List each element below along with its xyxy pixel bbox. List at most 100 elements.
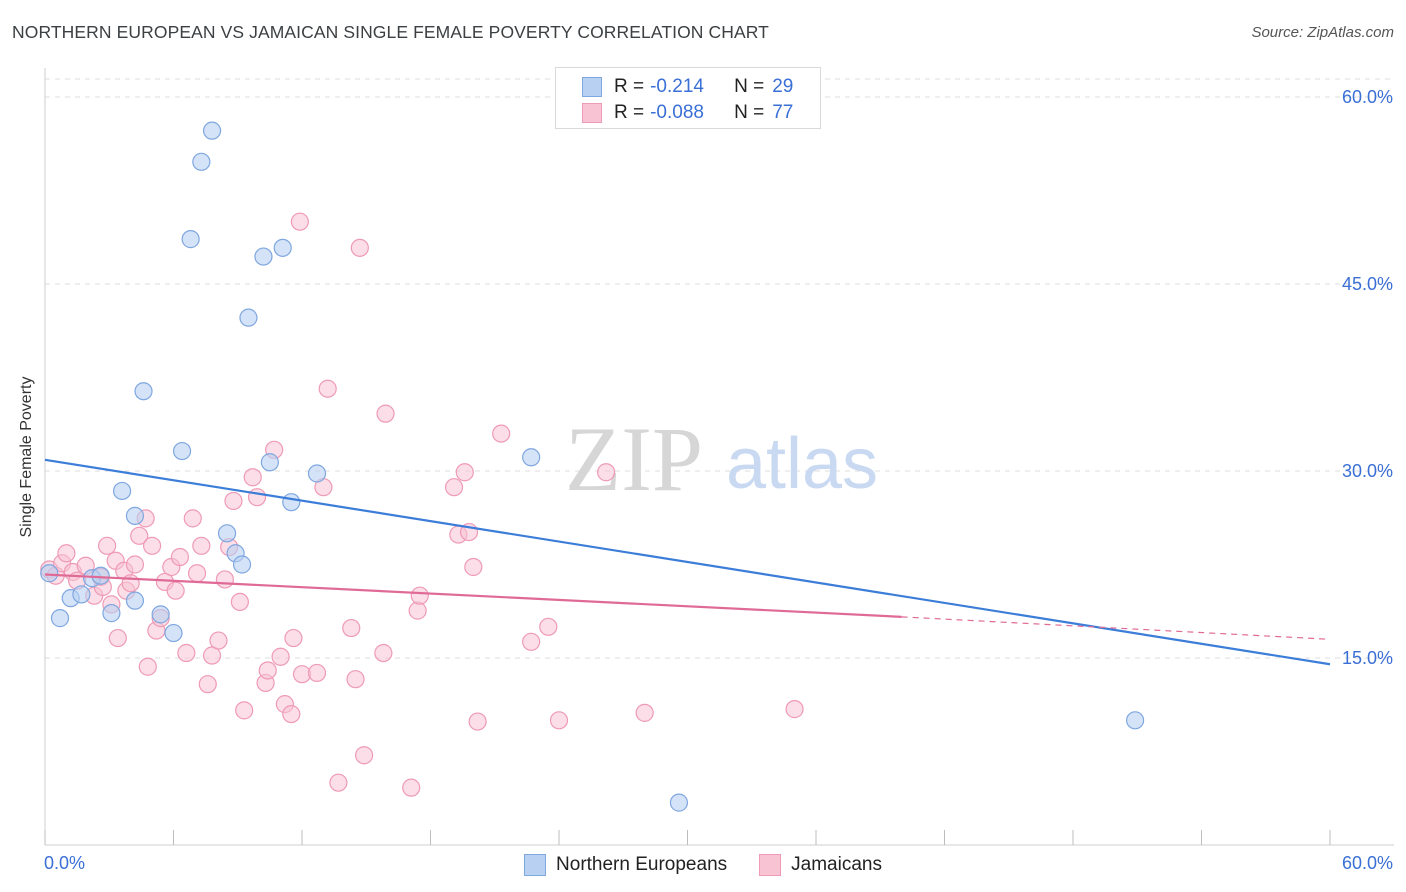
jamaican-point bbox=[183, 509, 202, 528]
northern-european-point bbox=[254, 247, 273, 266]
jamaican-point bbox=[125, 555, 145, 574]
n-label: N = bbox=[734, 102, 765, 123]
jamaican-point bbox=[230, 592, 249, 612]
northern-european-point bbox=[151, 605, 170, 624]
northern-european-point bbox=[307, 464, 327, 483]
jamaican-point bbox=[635, 703, 654, 722]
n-value: 77 bbox=[772, 102, 794, 123]
northern-european-point bbox=[172, 441, 192, 461]
jamaican-point bbox=[522, 632, 541, 651]
jamaican-point bbox=[408, 601, 427, 620]
jamaican-point bbox=[329, 773, 348, 792]
jamaican-point bbox=[282, 704, 301, 724]
legend-swatch-pink bbox=[582, 103, 602, 123]
northern-european-point bbox=[282, 493, 301, 512]
jamaican-point bbox=[376, 404, 395, 423]
jamaican-point bbox=[290, 212, 309, 231]
northern-european-point bbox=[50, 609, 70, 628]
series-legend: Northern Europeans Jamaicans bbox=[0, 851, 1406, 879]
jamaican-point bbox=[342, 618, 361, 638]
tick-labels: 15.0% 30.0% 45.0% 60.0% 0.0% 60.0% bbox=[44, 87, 1393, 873]
jamaican-point bbox=[170, 547, 190, 567]
northern-european-point bbox=[181, 230, 200, 249]
jamaican-point bbox=[247, 488, 267, 507]
northern-european-point bbox=[232, 555, 252, 574]
legend-label: Jamaicans bbox=[791, 854, 882, 875]
northern-european-point bbox=[91, 566, 110, 585]
legend-item-jamaicans[interactable]: Jamaicans bbox=[759, 854, 882, 876]
northern-europeans-trend-line bbox=[44, 458, 1331, 666]
northern-european-point bbox=[260, 453, 279, 472]
northern-european-point bbox=[273, 238, 292, 257]
northern-european-point bbox=[1126, 711, 1145, 730]
northern-european-point bbox=[164, 623, 183, 643]
jamaican-point bbox=[192, 536, 211, 555]
jamaican-point bbox=[166, 581, 185, 600]
jamaican-point bbox=[355, 746, 374, 765]
watermark-atlas: atlas bbox=[726, 424, 878, 504]
jamaican-point bbox=[187, 564, 207, 583]
chart-title: NORTHERN EUROPEAN VS JAMAICAN SINGLE FEM… bbox=[12, 22, 769, 42]
jamaican-point bbox=[350, 238, 369, 257]
r-value: -0.214 bbox=[650, 76, 704, 97]
northern-european-point bbox=[134, 382, 153, 401]
n-label: N = bbox=[734, 76, 765, 97]
legend-swatch-blue bbox=[524, 854, 547, 876]
jamaican-point bbox=[271, 647, 290, 666]
legend-row-northern-europeans: R = -0.214 N = 29 bbox=[582, 75, 793, 99]
jamaican-point bbox=[492, 424, 511, 443]
jamaican-point bbox=[785, 700, 804, 719]
r-label: R = bbox=[614, 76, 645, 97]
jamaican-point bbox=[198, 675, 217, 694]
n-value: 29 bbox=[772, 76, 794, 97]
jamaican-point bbox=[410, 586, 429, 605]
jamaican-point bbox=[455, 463, 474, 482]
jamaican-point bbox=[235, 701, 254, 720]
jamaican-point bbox=[215, 570, 234, 589]
y-tick-label: 15.0% bbox=[1342, 648, 1393, 668]
northern-european-point bbox=[217, 524, 237, 543]
legend-swatch-pink bbox=[759, 854, 782, 876]
jamaican-point bbox=[444, 478, 464, 497]
y-tick-label: 45.0% bbox=[1342, 274, 1393, 294]
jamaican-point bbox=[468, 712, 487, 731]
x-tick-label: 60.0% bbox=[1342, 853, 1393, 873]
legend-label: Northern Europeans bbox=[556, 854, 728, 875]
jamaican-point bbox=[202, 646, 222, 665]
jamaican-point bbox=[108, 628, 127, 648]
watermark: ZIP atlas bbox=[565, 408, 878, 510]
northern-european-point bbox=[40, 564, 59, 583]
correlation-legend: R = -0.214 N = 29 R = -0.088 N = 77 bbox=[555, 67, 821, 129]
axes bbox=[44, 68, 1394, 846]
r-value: -0.088 bbox=[650, 102, 704, 123]
jamaican-point bbox=[284, 628, 303, 648]
jamaican-point bbox=[346, 670, 365, 689]
jamaican-point bbox=[138, 657, 157, 676]
jamaican-point bbox=[258, 661, 277, 680]
northern-european-point bbox=[669, 793, 689, 812]
jamaicans-trend-line bbox=[44, 573, 902, 618]
northern-europeans-points bbox=[40, 121, 1145, 812]
jamaican-point bbox=[121, 574, 140, 593]
jamaican-point bbox=[98, 536, 117, 555]
y-tick-label: 60.0% bbox=[1342, 87, 1393, 107]
jamaican-point bbox=[402, 778, 421, 797]
jamaican-point bbox=[209, 631, 228, 650]
jamaican-point bbox=[292, 665, 312, 684]
northern-european-point bbox=[522, 448, 541, 467]
jamaican-point bbox=[549, 711, 569, 730]
northern-european-point bbox=[72, 585, 91, 604]
source-credit: Source: ZipAtlas.com bbox=[1251, 24, 1394, 41]
jamaican-point bbox=[318, 379, 337, 398]
legend-item-northern-europeans[interactable]: Northern Europeans bbox=[524, 854, 727, 876]
legend-swatch-blue bbox=[582, 77, 602, 97]
northern-european-point bbox=[239, 308, 258, 327]
jamaican-point bbox=[539, 617, 558, 636]
jamaican-point bbox=[177, 643, 196, 663]
r-label: R = bbox=[614, 102, 645, 123]
jamaican-point bbox=[57, 544, 76, 563]
northern-european-point bbox=[202, 121, 222, 140]
jamaican-point bbox=[224, 491, 243, 511]
northern-european-point bbox=[112, 481, 132, 501]
jamaicans-trend-extension bbox=[901, 616, 1331, 640]
